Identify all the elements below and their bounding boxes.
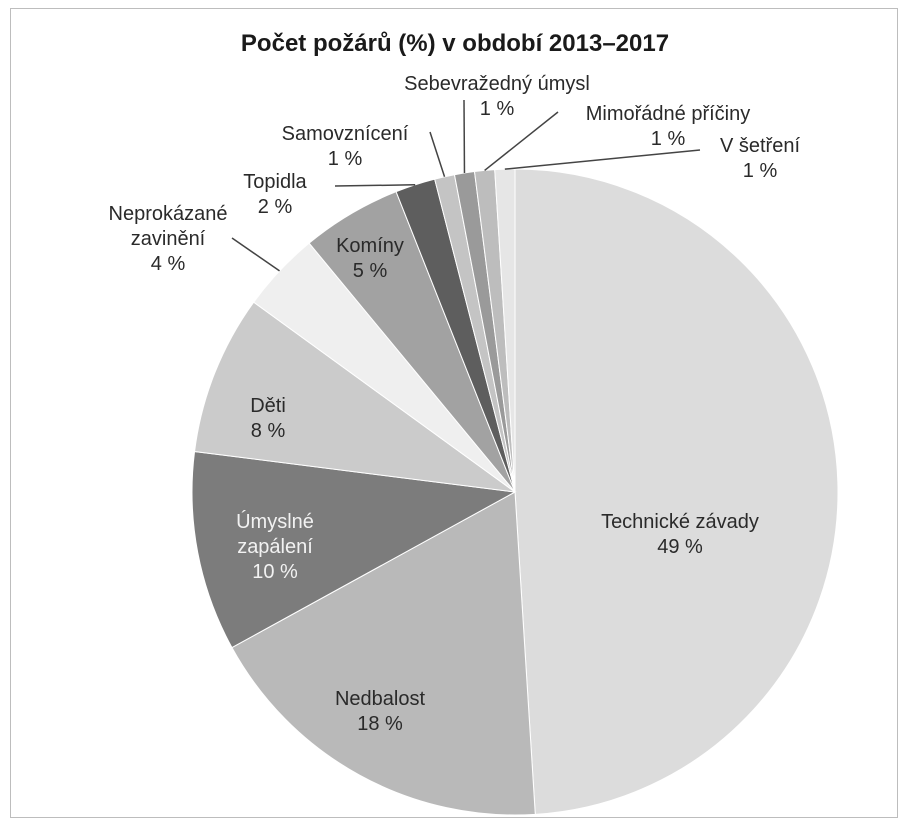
slice-label: Komíny 5 % (336, 235, 404, 282)
slice-label: Děti 8 % (250, 395, 286, 442)
slice-label: V šetření 1 % (720, 135, 800, 182)
pie-slice (193, 301, 516, 493)
slice-label: Technické závady 49 % (601, 511, 759, 558)
slice-label: Nedbalost 18 % (335, 688, 426, 735)
leader-line (484, 111, 559, 172)
pie-slice (514, 168, 839, 815)
slice-label: Samovznícení 1 % (282, 123, 409, 170)
leader-line (504, 149, 701, 170)
slice-label: Mimořádné příčiny 1 % (586, 103, 751, 150)
slice-label: Neprokázané zavinění 4 % (109, 203, 228, 275)
slice-label: Topidla 2 % (243, 171, 307, 218)
pie-slice (231, 491, 536, 816)
leader-line (231, 237, 280, 272)
slice-label: Úmyslné zapálení 10 % (236, 510, 314, 583)
leader-line (334, 184, 416, 187)
chart-title: Počet požárů (%) v období 2013–2017 (240, 30, 670, 57)
leader-line (429, 131, 446, 178)
pie-slice (191, 450, 517, 649)
slice-label: Sebevražedný úmysl 1 % (404, 73, 590, 120)
